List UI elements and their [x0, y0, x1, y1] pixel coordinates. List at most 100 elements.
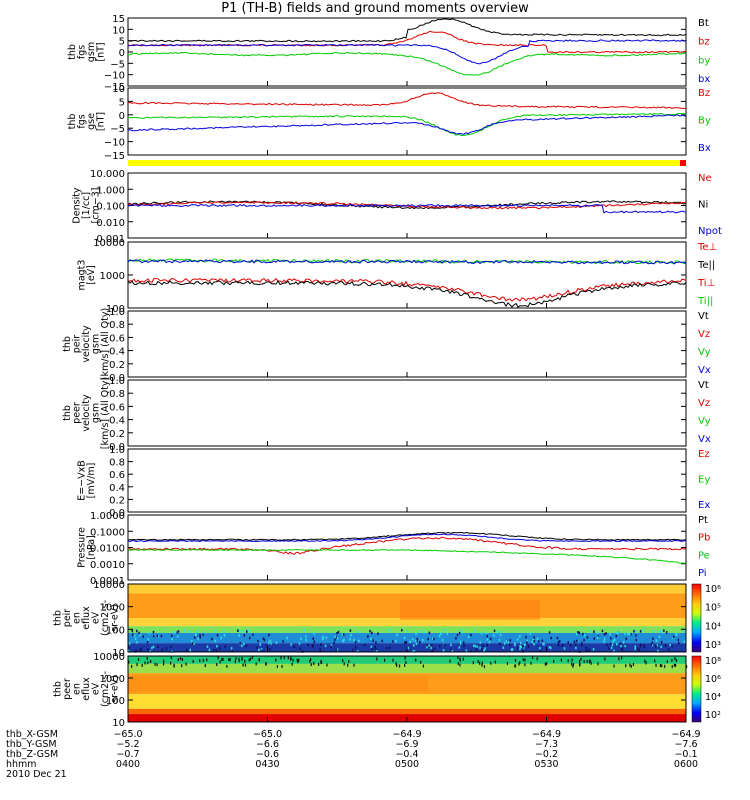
spectro-speck [480, 647, 483, 651]
spectro-speck [597, 662, 599, 666]
spectro-speck [350, 633, 352, 637]
spectro-speck [450, 643, 452, 647]
xaxis-value: 0530 [534, 759, 558, 770]
spectro-speck [443, 628, 445, 632]
spectro-speck [548, 645, 551, 649]
y-tick-label: 1.0 [109, 376, 125, 387]
spectro-speck [676, 633, 678, 636]
spectro-speck [428, 644, 430, 647]
legend-entry: bz [698, 37, 710, 48]
spectro-speck [514, 658, 517, 662]
spectro-speck [157, 635, 159, 638]
spectro-feature [128, 675, 428, 692]
spectro-speck [134, 637, 137, 641]
spectro-speck [458, 631, 461, 635]
spectro-speck [377, 632, 379, 635]
spectro-speck [571, 662, 573, 666]
flag-bar [128, 160, 680, 166]
legend-entry: By [698, 116, 711, 127]
y-tick-label: 0.6 [109, 470, 125, 481]
spectro-speck [374, 645, 377, 649]
series-by [127, 51, 687, 76]
spectro-speck [268, 633, 270, 637]
spectro-speck [135, 629, 138, 633]
spectro-speck [128, 648, 130, 652]
ylabel-line: [nPa] [86, 535, 97, 560]
spectro-speck [223, 634, 226, 637]
spectro-speck [461, 631, 463, 634]
spectro-speck [152, 634, 155, 638]
spectro-speck [645, 661, 647, 665]
spectro-speck [240, 629, 243, 633]
spectro-speck [181, 658, 184, 662]
spectro-speck [485, 631, 487, 635]
y-tick-label: 0.6 [109, 333, 125, 344]
ylabel-line: velocity [81, 325, 92, 363]
spectro-speck [655, 639, 658, 642]
y-tick-label: 0.8 [109, 458, 125, 469]
spectro-speck [519, 645, 521, 648]
spectro-speck [567, 641, 569, 644]
spectro-speck [217, 656, 219, 660]
spectro-speck [215, 649, 218, 652]
spectro-speck [244, 659, 246, 663]
y-tick-label: 100 [106, 304, 125, 315]
spectro-speck [533, 639, 536, 643]
spectro-speck [484, 647, 486, 650]
y-tick-label: 0.1000 [90, 527, 125, 538]
spectro-speck [630, 664, 632, 668]
spectro-speck [230, 647, 233, 650]
spectro-speck [280, 656, 282, 660]
xaxis-value: −0.7 [116, 749, 139, 760]
spectro-speck [310, 663, 312, 667]
legend-entry: Bt [698, 18, 709, 29]
ve-frame [127, 379, 687, 447]
spectro-speck [524, 658, 526, 662]
spectro-speck [258, 648, 260, 652]
y-tick-label: 5 [119, 97, 125, 108]
spectro-speck [139, 633, 141, 637]
spectro-speck [603, 640, 606, 644]
spectro-speck [498, 638, 501, 642]
y-tick-label: 0.0100 [90, 544, 125, 555]
spectro-speck [541, 639, 544, 643]
spectro-speck [636, 647, 639, 650]
spectro-speck [222, 657, 224, 661]
y-tick-label: 0.010 [96, 218, 125, 229]
spectro-speck [138, 631, 140, 635]
spectro-speck [133, 634, 136, 637]
spectro-speck [479, 661, 481, 665]
spectro-speck [268, 641, 270, 645]
spectro-speck [404, 663, 406, 667]
legend-entry: Vz [698, 398, 710, 409]
spectro-speck [446, 632, 449, 635]
spectro-speck [299, 647, 302, 651]
spectro-speck [658, 635, 661, 639]
spectro-speck [395, 639, 397, 643]
spectro-speck [489, 637, 492, 641]
spectro-speck [298, 642, 301, 645]
xaxis-value: 0430 [255, 759, 279, 770]
spectro-speck [545, 662, 548, 666]
spectro-speck [214, 630, 216, 633]
spectro-speck [527, 645, 530, 648]
spectro-speck [651, 641, 654, 644]
spectro-speck [354, 640, 357, 644]
spectro-speck [177, 658, 179, 662]
spectro-speck [483, 665, 486, 669]
spectro-band [128, 618, 686, 627]
spectro-speck [135, 649, 138, 653]
series-bx [127, 39, 687, 65]
spectro-speck [244, 663, 247, 667]
spectro-speck [431, 637, 434, 640]
spectro-speck [633, 630, 635, 633]
spectro-speck [296, 658, 298, 662]
y-tick-label: 0.001 [96, 234, 125, 245]
spectro-speck [336, 631, 338, 635]
spectro-speck [309, 659, 311, 663]
legend-entry: Pb [698, 533, 710, 544]
spectro-speck [363, 643, 366, 647]
spectro-speck [398, 664, 401, 668]
ylabel-line: [km/s] (All Qty) [100, 377, 111, 449]
spectro-speck [245, 630, 248, 633]
